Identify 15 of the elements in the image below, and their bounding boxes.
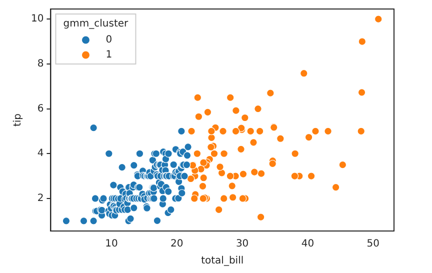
x-tick-label: 20 [170,238,184,250]
legend-label: 1 [106,50,112,61]
legend-label: 0 [106,34,112,46]
y-tick-label: 2 [37,193,44,204]
x-tick-label: 40 [301,238,314,250]
y-tick-label: 8 [37,58,44,70]
y-tick-label: 10 [30,14,44,25]
x-tick-label: 10 [105,238,118,250]
y-axis-title: tip [12,113,24,127]
x-tick-label: 50 [366,238,380,250]
x-axis-title: total_bill [201,256,244,267]
legend-title: gmm_cluster [63,18,130,30]
x-tick-label: 30 [236,238,249,250]
y-tick-label: 6 [37,103,44,114]
y-tick-label: 4 [37,148,44,160]
